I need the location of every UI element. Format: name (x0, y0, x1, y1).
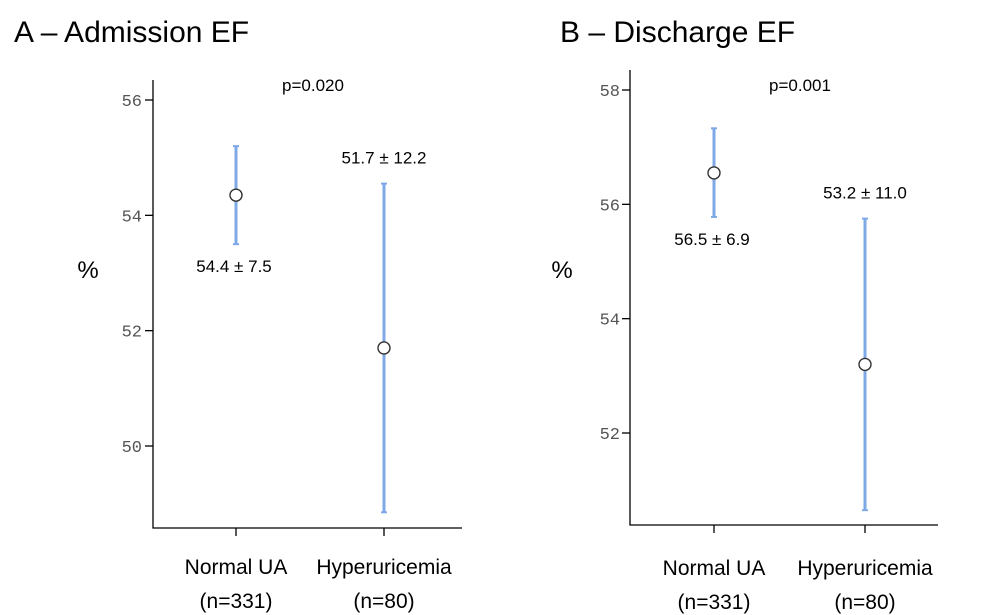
chart-panel-b: B – Discharge EF p=0.001% 52 54 56 58 Normal U… (551, 16, 938, 614)
p-value-label: p=0.020 (282, 76, 344, 95)
y-tick-label: 54 (122, 208, 142, 227)
data-label: 56.5 ± 6.9 (674, 230, 750, 249)
x-tick-sublabel: (n=80) (834, 591, 895, 614)
mean-point (707, 166, 721, 180)
data-label: 53.2 ± 11.0 (823, 184, 907, 203)
x-tick-label: Normal UA (663, 557, 766, 580)
axes (629, 70, 938, 526)
y-tick-label: 54 (600, 312, 620, 331)
axes (152, 80, 462, 529)
x-tick-label: Hyperuricemia (797, 557, 933, 580)
mean-point (858, 357, 872, 372)
x-tick-sublabel: (n=331) (200, 590, 273, 613)
data-label: 54.4 ± 7.5 (196, 257, 272, 276)
chart-title: A – Admission EF (14, 16, 249, 49)
y-tick-label: 58 (600, 83, 620, 102)
x-tick-label: Normal UA (185, 556, 288, 579)
x-tick-label: Hyperuricemia (316, 556, 452, 579)
y-tick-label: 52 (122, 324, 142, 343)
chart-title: B – Discharge EF (560, 16, 795, 49)
mean-point (229, 188, 243, 202)
x-tick-sublabel: (n=331) (678, 591, 751, 614)
y-tick-label: 56 (600, 197, 620, 216)
y-tick-label: 56 (122, 93, 142, 112)
x-tick-sublabel: (n=80) (353, 590, 414, 613)
y-axis-label: % (551, 257, 572, 284)
y-tick-label: 52 (600, 426, 620, 445)
chart-panel-a: A – Admission EF p=0.020% 50 52 54 56 Normal U… (14, 16, 462, 613)
y-tick-label: 50 (122, 439, 142, 458)
y-axis-label: % (77, 257, 98, 284)
p-value-label: p=0.001 (769, 76, 831, 95)
data-label: 51.7 ± 12.2 (342, 149, 427, 168)
mean-point (377, 341, 391, 355)
